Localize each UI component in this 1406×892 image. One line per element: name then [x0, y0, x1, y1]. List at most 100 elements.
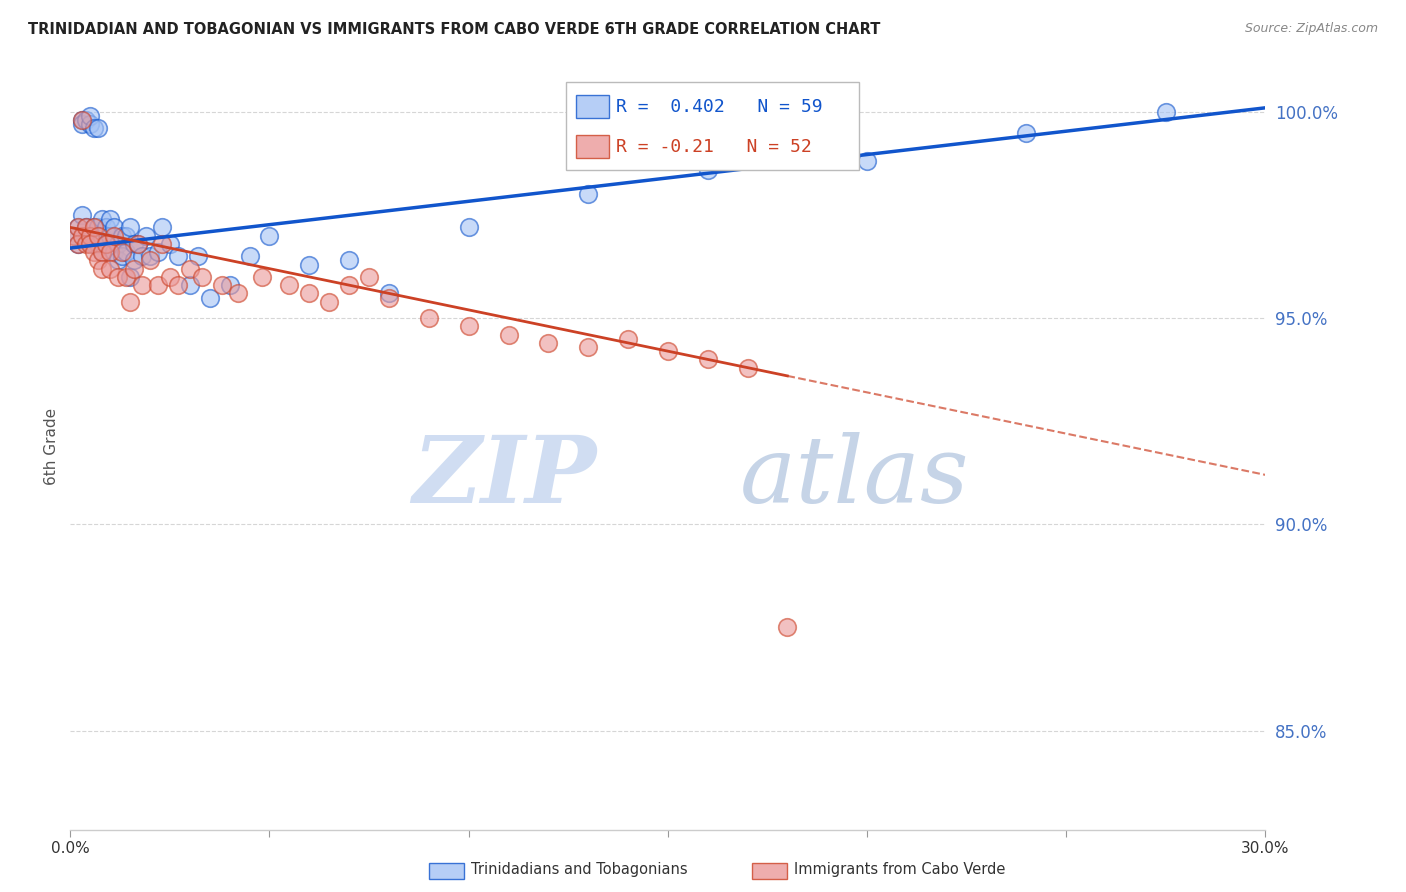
Point	[576, 187, 599, 202]
Point	[98, 228, 121, 243]
Point	[179, 261, 201, 276]
Point	[696, 162, 718, 177]
Point	[576, 340, 599, 354]
Point	[146, 245, 169, 260]
Text: Source: ZipAtlas.com: Source: ZipAtlas.com	[1244, 22, 1378, 36]
Point	[122, 261, 145, 276]
Point	[337, 253, 360, 268]
Point	[131, 278, 153, 293]
Point	[617, 332, 640, 346]
Point	[83, 220, 105, 235]
Point	[239, 249, 262, 263]
Point	[98, 212, 121, 227]
Point	[70, 208, 93, 222]
Point	[87, 220, 110, 235]
Point	[657, 344, 679, 359]
Point	[250, 269, 273, 284]
Point	[159, 269, 181, 284]
Point	[150, 220, 173, 235]
Point	[120, 294, 141, 309]
Point	[63, 228, 86, 243]
Point	[67, 236, 90, 251]
Point	[111, 228, 134, 243]
Point	[83, 236, 105, 251]
Point	[457, 220, 479, 235]
Point	[75, 220, 97, 235]
Point	[131, 249, 153, 263]
Point	[159, 236, 181, 251]
Point	[79, 117, 101, 131]
Point	[107, 236, 129, 251]
Point	[120, 269, 141, 284]
Point	[87, 228, 110, 243]
Point	[103, 245, 125, 260]
Point	[91, 228, 114, 243]
Point	[79, 228, 101, 243]
Point	[298, 286, 321, 301]
Point	[87, 253, 110, 268]
Point	[115, 245, 138, 260]
Point	[298, 258, 321, 272]
Point	[83, 220, 105, 235]
Point	[87, 236, 110, 251]
Y-axis label: 6th Grade: 6th Grade	[44, 408, 59, 484]
Point	[179, 278, 201, 293]
Point	[167, 249, 190, 263]
Text: Trinidadians and Tobagonians: Trinidadians and Tobagonians	[471, 863, 688, 877]
Point	[127, 236, 149, 251]
Point	[115, 228, 138, 243]
Text: R = -0.21   N = 52: R = -0.21 N = 52	[616, 138, 813, 156]
Text: atlas: atlas	[740, 432, 969, 522]
Point	[198, 291, 221, 305]
Point	[776, 620, 799, 634]
FancyBboxPatch shape	[576, 136, 609, 158]
Point	[457, 319, 479, 334]
Point	[91, 245, 114, 260]
FancyBboxPatch shape	[567, 81, 859, 169]
Point	[139, 249, 162, 263]
Point	[67, 236, 90, 251]
Point	[218, 278, 240, 293]
Point	[83, 245, 105, 260]
Point	[107, 253, 129, 268]
Point	[70, 113, 93, 128]
Point	[120, 220, 141, 235]
Point	[75, 220, 97, 235]
Point	[111, 245, 134, 260]
Point	[211, 278, 233, 293]
Point	[318, 294, 340, 309]
Point	[378, 291, 401, 305]
Point	[537, 335, 560, 350]
Point	[79, 109, 101, 123]
Point	[737, 360, 759, 375]
Point	[63, 228, 86, 243]
Point	[696, 352, 718, 367]
Point	[226, 286, 249, 301]
Point	[98, 261, 121, 276]
Point	[1015, 126, 1038, 140]
Point	[103, 220, 125, 235]
Point	[111, 249, 134, 263]
Text: Immigrants from Cabo Verde: Immigrants from Cabo Verde	[794, 863, 1005, 877]
FancyBboxPatch shape	[576, 95, 609, 119]
Point	[337, 278, 360, 293]
Point	[1154, 104, 1177, 119]
Point	[107, 269, 129, 284]
Point	[115, 269, 138, 284]
Point	[187, 249, 209, 263]
Point	[87, 228, 110, 243]
Point	[103, 228, 125, 243]
Point	[122, 236, 145, 251]
Point	[135, 228, 157, 243]
Point	[127, 236, 149, 251]
Point	[70, 113, 93, 128]
Point	[150, 236, 173, 251]
Text: TRINIDADIAN AND TOBAGONIAN VS IMMIGRANTS FROM CABO VERDE 6TH GRADE CORRELATION C: TRINIDADIAN AND TOBAGONIAN VS IMMIGRANTS…	[28, 22, 880, 37]
Point	[498, 327, 520, 342]
Point	[122, 253, 145, 268]
Point	[191, 269, 214, 284]
Text: ZIP: ZIP	[412, 432, 596, 522]
Point	[79, 236, 101, 251]
Point	[259, 228, 281, 243]
Point	[91, 245, 114, 260]
